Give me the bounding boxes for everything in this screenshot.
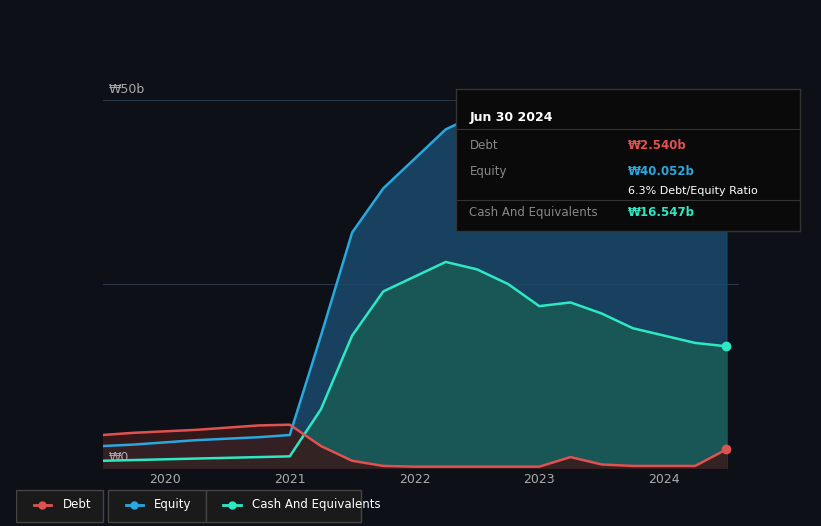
Text: Jun 30 2024: Jun 30 2024 [470,110,553,124]
Text: Debt: Debt [62,499,91,511]
Text: Cash And Equivalents: Cash And Equivalents [252,499,381,511]
Text: ₩0: ₩0 [109,451,129,464]
Text: 6.3% Debt/Equity Ratio: 6.3% Debt/Equity Ratio [628,186,758,196]
Text: Debt: Debt [470,139,498,152]
Text: ₩40.052b: ₩40.052b [628,165,695,178]
Text: Equity: Equity [470,165,507,178]
Text: ₩50b: ₩50b [109,83,145,96]
Text: ₩2.540b: ₩2.540b [628,139,687,152]
FancyBboxPatch shape [108,490,206,522]
FancyBboxPatch shape [16,490,103,522]
Text: ₩16.547b: ₩16.547b [628,206,695,219]
Text: Equity: Equity [154,499,192,511]
FancyBboxPatch shape [206,490,361,522]
Text: Cash And Equivalents: Cash And Equivalents [470,206,598,219]
